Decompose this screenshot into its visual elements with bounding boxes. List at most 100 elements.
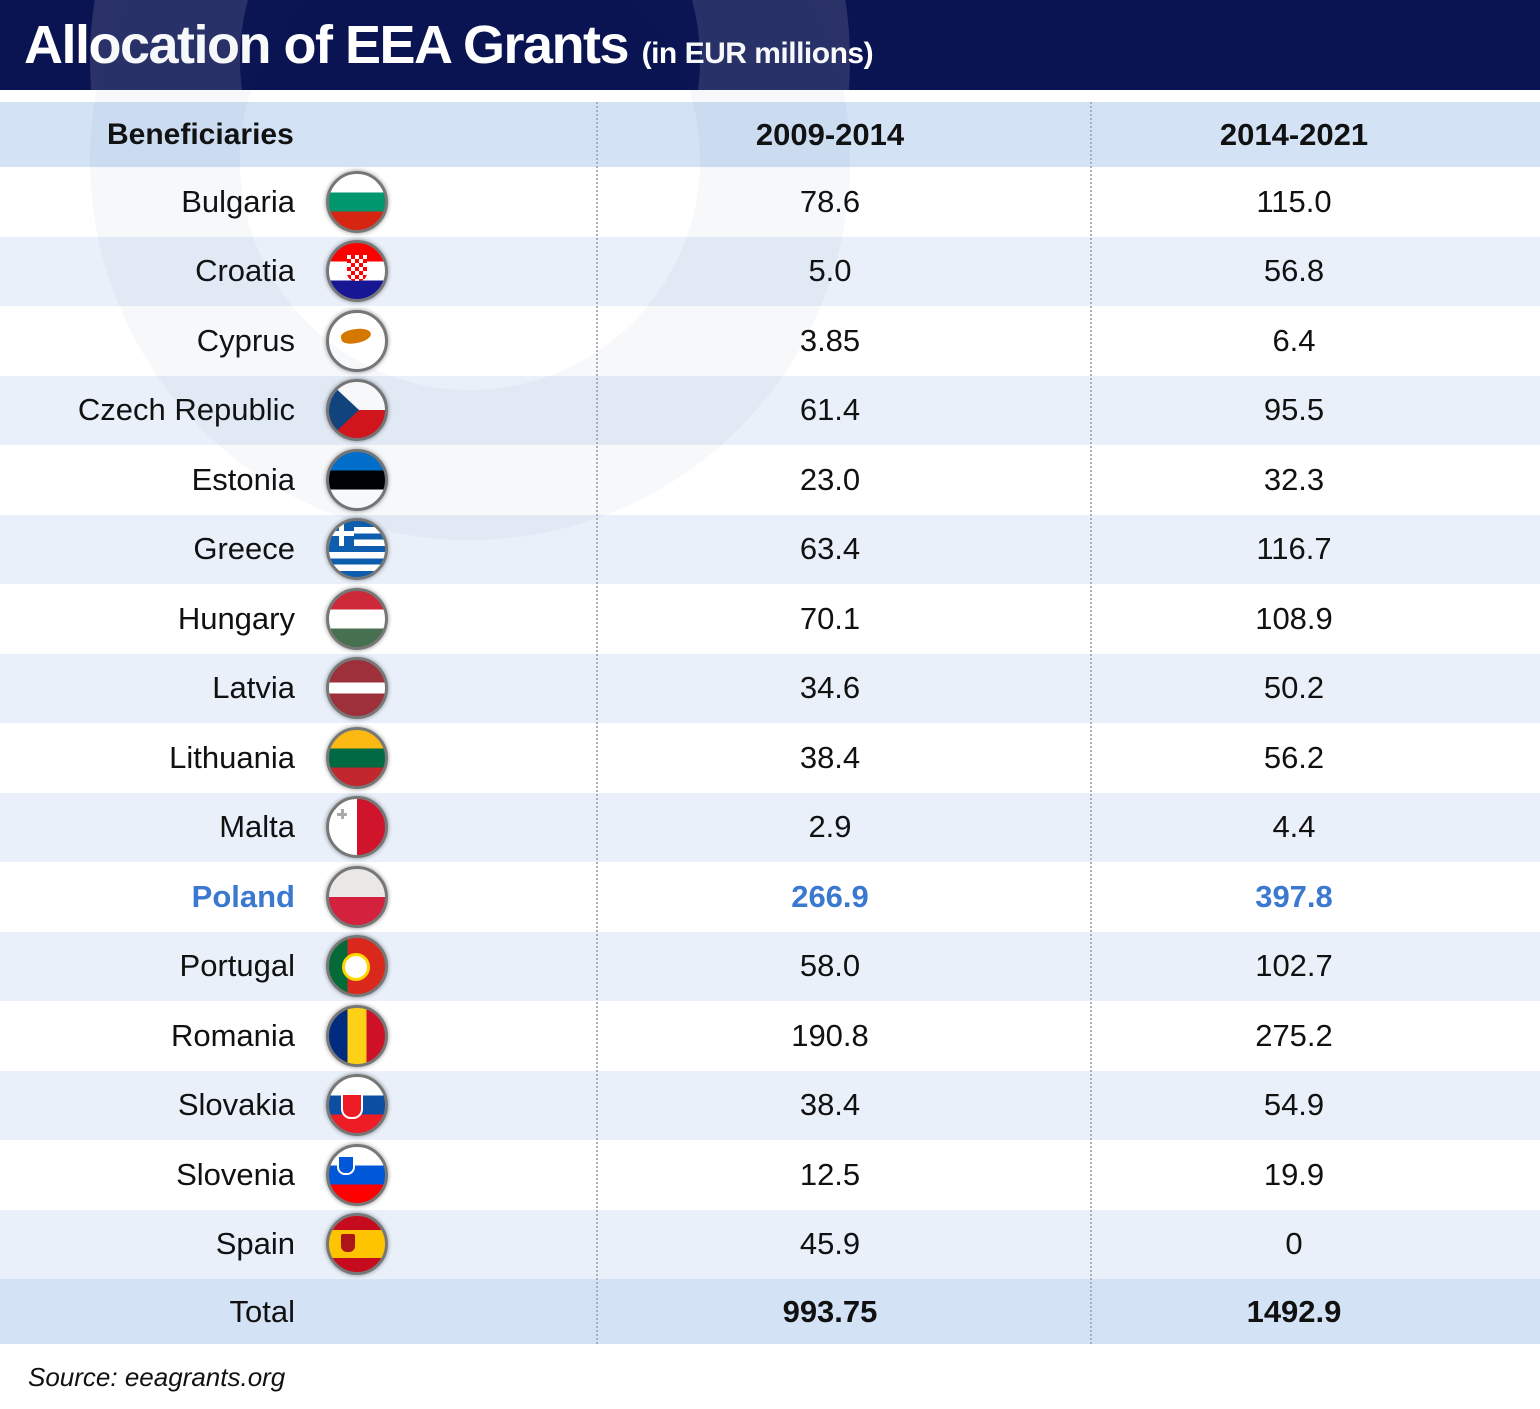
flag-greece-icon xyxy=(326,518,388,581)
table-row: Bulgaria 78.6 115.0 xyxy=(0,167,1540,237)
table-row: Hungary 70.1 108.9 xyxy=(0,584,1540,654)
title-bar: Allocation of EEA Grants (in EUR million… xyxy=(0,0,1540,90)
value-2014-2021: 397.8 xyxy=(1255,878,1333,914)
value-2009-2014: 34.6 xyxy=(799,670,861,706)
total-2014-2021: 1492.9 xyxy=(1246,1293,1342,1329)
flag-island xyxy=(339,325,373,346)
value-2014-2021: 0 xyxy=(1285,1226,1303,1262)
value-2009-2014: 38.4 xyxy=(799,1087,861,1123)
flag-bulgaria-icon xyxy=(326,170,388,233)
table-row: Slovenia 12.5 19.9 xyxy=(0,1140,1540,1210)
table-row: Latvia 34.6 50.2 xyxy=(0,653,1540,723)
total-label: Total xyxy=(229,1293,295,1329)
country-name: Hungary xyxy=(177,600,295,636)
flag-slovenia-icon xyxy=(326,1143,388,1206)
column-header-beneficiaries: Beneficiaries xyxy=(107,117,294,151)
flag-croatia-icon xyxy=(326,240,388,303)
table-row: Cyprus 3.85 6.4 xyxy=(0,306,1540,376)
table-row: Portugal 58.0 102.7 xyxy=(0,931,1540,1001)
country-name: Poland xyxy=(191,878,295,914)
grants-table: Beneficiaries 2009-2014 2014-2021 Bulgar… xyxy=(0,102,1540,1344)
flag-canton xyxy=(329,521,354,547)
value-2014-2021: 95.5 xyxy=(1263,392,1325,428)
country-name: Portugal xyxy=(179,948,295,984)
table-row: Greece 63.4 116.7 xyxy=(0,514,1540,584)
value-2014-2021: 275.2 xyxy=(1255,1017,1333,1053)
value-2014-2021: 50.2 xyxy=(1263,670,1325,706)
country-name: Lithuania xyxy=(169,739,295,775)
table-row: Malta 2.9 4.4 xyxy=(0,792,1540,862)
flag-george-cross xyxy=(337,809,347,820)
country-name: Cyprus xyxy=(196,322,295,358)
source-note: Source: eeagrants.org xyxy=(28,1362,286,1392)
flag-checkerboard xyxy=(347,255,367,282)
value-2009-2014: 45.9 xyxy=(799,1226,861,1262)
country-name: Latvia xyxy=(212,670,295,706)
flag-estonia-icon xyxy=(326,448,388,511)
table-row: Lithuania 38.4 56.2 xyxy=(0,723,1540,793)
value-2009-2014: 12.5 xyxy=(799,1156,861,1192)
country-name: Croatia xyxy=(195,253,295,289)
table-row: Romania 190.8 275.2 xyxy=(0,1001,1540,1071)
value-2009-2014: 78.6 xyxy=(799,183,861,219)
value-2009-2014: 266.9 xyxy=(791,878,869,914)
table-row: Czech Republic 61.4 95.5 xyxy=(0,375,1540,445)
table-header-row: Beneficiaries 2009-2014 2014-2021 xyxy=(0,102,1540,167)
flag-malta-icon xyxy=(326,796,388,859)
value-2009-2014: 190.8 xyxy=(791,1017,869,1053)
flag-latvia-icon xyxy=(326,657,388,720)
flag-crest xyxy=(341,1234,355,1253)
title-text: Allocation of EEA Grants xyxy=(24,15,630,75)
flag-czech-republic-icon xyxy=(326,379,388,442)
value-2014-2021: 108.9 xyxy=(1255,600,1333,636)
title-subtitle: (in EUR millions) xyxy=(641,37,874,70)
value-2009-2014: 61.4 xyxy=(799,392,861,428)
value-2014-2021: 32.3 xyxy=(1263,461,1325,497)
value-2014-2021: 6.4 xyxy=(1272,322,1316,358)
value-2014-2021: 102.7 xyxy=(1255,948,1333,984)
country-name: Malta xyxy=(219,809,295,845)
page-title: Allocation of EEA Grants (in EUR million… xyxy=(24,14,874,76)
column-header-2014-2021: 2014-2021 xyxy=(1219,116,1369,152)
flag-shield xyxy=(337,1154,355,1175)
value-2009-2014: 3.85 xyxy=(799,322,861,358)
country-name: Estonia xyxy=(191,461,295,497)
country-name: Spain xyxy=(215,1226,295,1262)
value-2014-2021: 4.4 xyxy=(1272,809,1316,845)
value-2009-2014: 70.1 xyxy=(799,600,861,636)
flag-cyprus-icon xyxy=(326,309,388,372)
flag-slovakia-icon xyxy=(326,1074,388,1137)
flag-poland-icon xyxy=(326,865,388,928)
flag-shield xyxy=(342,953,370,982)
country-name: Bulgaria xyxy=(181,183,295,219)
total-2009-2014: 993.75 xyxy=(782,1293,878,1329)
flag-hungary-icon xyxy=(326,587,388,650)
column-divider xyxy=(1090,102,1092,1344)
country-name: Romania xyxy=(170,1017,295,1053)
value-2009-2014: 38.4 xyxy=(799,739,861,775)
country-name: Greece xyxy=(193,531,295,567)
column-divider xyxy=(596,102,598,1344)
flag-shield xyxy=(341,1093,363,1120)
table-row: Estonia 23.0 32.3 xyxy=(0,445,1540,515)
flag-romania-icon xyxy=(326,1004,388,1067)
table-row: Slovakia 38.4 54.9 xyxy=(0,1070,1540,1140)
flag-triangle xyxy=(329,382,359,439)
total-row: Total 993.75 1492.9 xyxy=(0,1279,1540,1344)
country-name: Slovakia xyxy=(177,1087,295,1123)
table-row: Poland 266.9 397.8 xyxy=(0,862,1540,932)
value-2009-2014: 63.4 xyxy=(799,531,861,567)
country-name: Czech Republic xyxy=(77,392,295,428)
value-2014-2021: 56.2 xyxy=(1263,739,1325,775)
value-2009-2014: 2.9 xyxy=(808,809,852,845)
flag-portugal-icon xyxy=(326,935,388,998)
value-2014-2021: 54.9 xyxy=(1263,1087,1325,1123)
flag-spain-icon xyxy=(326,1213,388,1276)
value-2014-2021: 115.0 xyxy=(1256,183,1332,219)
table-row: Spain 45.9 0 xyxy=(0,1209,1540,1279)
value-2014-2021: 19.9 xyxy=(1263,1156,1325,1192)
country-name: Slovenia xyxy=(176,1156,295,1192)
flag-lithuania-icon xyxy=(326,726,388,789)
value-2014-2021: 56.8 xyxy=(1263,253,1325,289)
value-2009-2014: 23.0 xyxy=(799,461,861,497)
